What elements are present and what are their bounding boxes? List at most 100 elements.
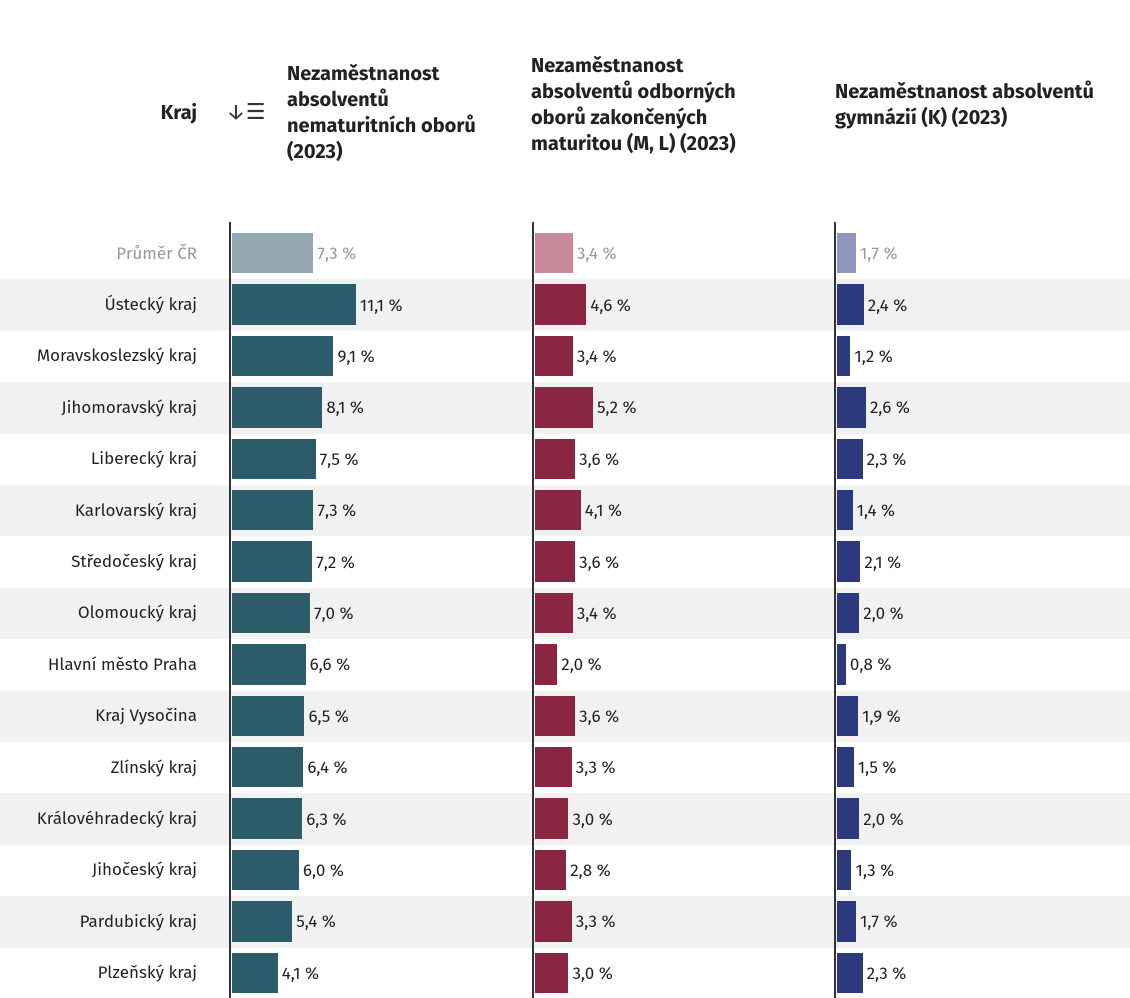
value-label: 8,1 % bbox=[326, 397, 364, 419]
value-label: 3,6 % bbox=[579, 705, 620, 727]
row: Plzeňský kraj 4,1 % 3,0 % 2,3 % bbox=[0, 948, 1130, 998]
value-label: 1,3 % bbox=[855, 859, 895, 881]
bar bbox=[837, 335, 851, 377]
bar bbox=[232, 849, 299, 891]
bar bbox=[837, 798, 860, 839]
value-label: 4,1 % bbox=[281, 962, 320, 984]
bar bbox=[535, 747, 572, 788]
value-label: 3,0 % bbox=[572, 808, 613, 830]
value-label: 6,3 % bbox=[306, 808, 347, 830]
bar bbox=[837, 541, 861, 582]
row: Jihočeský kraj 6,0 % 2,8 % 1,3 % bbox=[0, 845, 1130, 896]
row: Hlavní město Praha 6,6 % 2,0 % 0,8 % bbox=[0, 639, 1130, 690]
bar bbox=[837, 695, 859, 736]
bar bbox=[535, 438, 576, 479]
value-label: 5,2 % bbox=[596, 397, 637, 419]
bar bbox=[837, 849, 852, 891]
value-label: 0,8 % bbox=[849, 654, 892, 676]
value-label: 7,5 % bbox=[319, 448, 359, 470]
row: Jihomoravský kraj 8,1 % 5,2 % 2,6 % bbox=[0, 382, 1130, 434]
value-label: 1,2 % bbox=[854, 345, 893, 367]
value-label: 2,3 % bbox=[866, 448, 907, 470]
value-label: 2,0 % bbox=[561, 654, 602, 676]
value-label: 7,0 % bbox=[314, 602, 354, 624]
header-col2: Nezaměstnanost absolventů odborných obor… bbox=[531, 53, 736, 156]
row: Olomoucký kraj 7,0 % 3,4 % 2,0 % bbox=[0, 587, 1130, 640]
value-label: 7,3 % bbox=[317, 243, 357, 265]
bar bbox=[232, 541, 313, 582]
value-label: 1,7 % bbox=[859, 243, 898, 265]
value-label: 1,9 % bbox=[862, 705, 901, 727]
row-label: Liberecký kraj bbox=[90, 448, 197, 470]
value-label: 6,0 % bbox=[302, 859, 344, 881]
bar bbox=[535, 952, 569, 993]
value-label: 2,1 % bbox=[864, 551, 902, 573]
value-label: 6,6 % bbox=[309, 654, 351, 676]
row-label: Pardubický kraj bbox=[79, 910, 197, 932]
sort-icon[interactable]: ↓☰ bbox=[226, 98, 266, 125]
value-label: 5,4 % bbox=[296, 911, 336, 933]
value-label: 2,3 % bbox=[866, 962, 907, 984]
bar bbox=[232, 798, 303, 839]
value-label: 7,3 % bbox=[317, 500, 357, 522]
bar bbox=[837, 438, 863, 479]
value-label: 2,0 % bbox=[863, 602, 904, 624]
value-label: 9,1 % bbox=[337, 345, 375, 367]
bar bbox=[837, 644, 846, 685]
row: Středočeský kraj 7,2 % 3,6 % 2,1 % bbox=[0, 536, 1130, 587]
bar bbox=[837, 233, 856, 274]
bar bbox=[535, 849, 567, 891]
bar bbox=[232, 747, 304, 788]
bar bbox=[535, 644, 558, 685]
value-label: 1,4 % bbox=[856, 500, 896, 522]
row-label: Kraj Vysočina bbox=[95, 705, 197, 727]
bar bbox=[535, 387, 593, 428]
bar bbox=[837, 901, 856, 942]
bar bbox=[535, 901, 572, 942]
value-label: 3,6 % bbox=[579, 551, 620, 573]
row-label: Olomoucký kraj bbox=[77, 602, 197, 624]
bar bbox=[232, 952, 278, 993]
header-kraj: Kraj bbox=[160, 100, 197, 125]
row: Liberecký kraj 7,5 % 3,6 % 2,3 % bbox=[0, 434, 1130, 485]
row-label: Středočeský kraj bbox=[71, 551, 197, 573]
row-label: Královéhradecký kraj bbox=[36, 808, 197, 830]
value-label: 1,5 % bbox=[857, 757, 897, 779]
row: Karlovarský kraj 7,3 % 4,1 % 1,4 % bbox=[0, 485, 1130, 537]
row-label: Karlovarský kraj bbox=[74, 499, 197, 521]
column-divider bbox=[229, 222, 231, 998]
value-label: 2,8 % bbox=[570, 859, 611, 881]
bar bbox=[837, 284, 864, 325]
bar bbox=[232, 438, 316, 479]
value-label: 3,3 % bbox=[575, 757, 616, 779]
bar bbox=[837, 490, 853, 531]
bar bbox=[837, 747, 854, 788]
column-divider bbox=[532, 222, 534, 998]
row: Pardubický kraj 5,4 % 3,3 % 1,7 % bbox=[0, 896, 1130, 948]
header-col1: Nezaměstnanost absolventů nematuritních … bbox=[287, 61, 476, 164]
value-label: 3,6 % bbox=[579, 448, 620, 470]
value-label: 2,4 % bbox=[867, 294, 908, 316]
header-col3: Nezaměstnanost absolventů gymnázií (K) (… bbox=[835, 79, 1094, 130]
row: Průměr ČR 7,3 % 3,4 % 1,7 % bbox=[0, 228, 1130, 279]
row-label: Průměr ČR bbox=[116, 242, 197, 264]
row: Ústecký kraj 11,1 % 4,6 % 2,4 % bbox=[0, 279, 1130, 331]
row: Moravskoslezský kraj 9,1 % 3,4 % 1,2 % bbox=[0, 331, 1130, 382]
row-label: Ústecký kraj bbox=[104, 294, 197, 316]
bar bbox=[232, 901, 293, 942]
bar bbox=[232, 233, 314, 274]
row-label: Jihočeský kraj bbox=[92, 859, 197, 881]
bar bbox=[837, 592, 860, 634]
value-label: 3,0 % bbox=[572, 962, 613, 984]
bar bbox=[232, 644, 306, 685]
row-label: Zlínský kraj bbox=[110, 756, 197, 778]
value-label: 3,4 % bbox=[576, 243, 617, 265]
column-divider bbox=[834, 222, 836, 998]
bar bbox=[535, 335, 573, 377]
value-label: 7,2 % bbox=[316, 551, 355, 573]
bar bbox=[535, 798, 569, 839]
value-label: 1,7 % bbox=[859, 911, 898, 933]
bar bbox=[232, 387, 323, 428]
row-label: Hlavní město Praha bbox=[47, 653, 197, 675]
